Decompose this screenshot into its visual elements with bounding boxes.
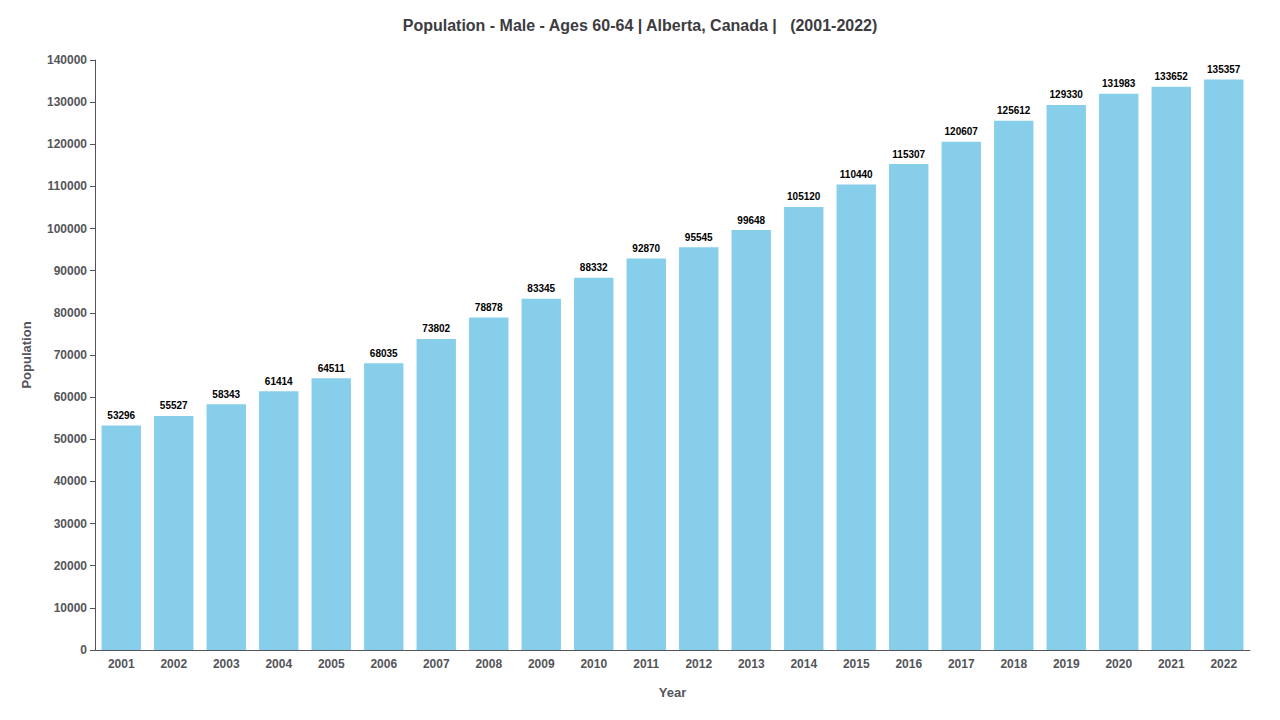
svg-text:2008: 2008: [475, 657, 502, 671]
svg-text:131983: 131983: [1102, 78, 1136, 89]
svg-text:2007: 2007: [423, 657, 450, 671]
svg-text:2006: 2006: [370, 657, 397, 671]
svg-text:2018: 2018: [1000, 657, 1027, 671]
svg-text:61414: 61414: [265, 376, 293, 387]
svg-text:90000: 90000: [54, 264, 88, 278]
svg-text:68035: 68035: [370, 348, 398, 359]
svg-text:115307: 115307: [892, 149, 925, 160]
svg-text:53296: 53296: [107, 410, 135, 421]
svg-text:2016: 2016: [895, 657, 922, 671]
svg-text:2001: 2001: [108, 657, 135, 671]
svg-text:2021: 2021: [1158, 657, 1185, 671]
svg-text:2005: 2005: [318, 657, 345, 671]
svg-text:2003: 2003: [213, 657, 240, 671]
svg-text:2020: 2020: [1105, 657, 1132, 671]
svg-text:60000: 60000: [54, 390, 88, 404]
svg-text:40000: 40000: [54, 474, 88, 488]
svg-text:120000: 120000: [47, 137, 87, 151]
svg-text:83345: 83345: [527, 283, 555, 294]
svg-text:50000: 50000: [54, 432, 88, 446]
svg-text:2014: 2014: [790, 657, 817, 671]
svg-text:2017: 2017: [948, 657, 975, 671]
svg-text:Population - Male - Ages 60-64: Population - Male - Ages 60-64 | Alberta…: [403, 17, 878, 34]
svg-text:133652: 133652: [1155, 71, 1189, 82]
svg-text:2015: 2015: [843, 657, 870, 671]
svg-text:80000: 80000: [54, 306, 88, 320]
svg-text:2012: 2012: [685, 657, 712, 671]
svg-text:129330: 129330: [1050, 89, 1084, 100]
svg-text:2013: 2013: [738, 657, 765, 671]
svg-text:125612: 125612: [997, 105, 1031, 116]
svg-text:130000: 130000: [47, 95, 87, 109]
svg-text:73802: 73802: [422, 323, 450, 334]
svg-text:92870: 92870: [632, 243, 660, 254]
svg-text:88332: 88332: [580, 262, 608, 273]
svg-text:2009: 2009: [528, 657, 555, 671]
svg-text:2019: 2019: [1053, 657, 1080, 671]
svg-text:2022: 2022: [1210, 657, 1237, 671]
svg-text:135357: 135357: [1207, 64, 1241, 75]
svg-text:Population: Population: [19, 321, 34, 388]
svg-text:2004: 2004: [265, 657, 292, 671]
svg-text:99648: 99648: [737, 215, 765, 226]
svg-text:Year: Year: [659, 685, 686, 700]
svg-text:58343: 58343: [212, 389, 240, 400]
svg-text:64511: 64511: [318, 363, 346, 374]
svg-text:10000: 10000: [54, 601, 88, 615]
svg-text:110440: 110440: [840, 169, 873, 180]
svg-text:105120: 105120: [787, 191, 821, 202]
svg-text:30000: 30000: [54, 517, 88, 531]
svg-text:2010: 2010: [580, 657, 607, 671]
svg-text:0: 0: [80, 643, 87, 657]
svg-text:100000: 100000: [47, 222, 87, 236]
svg-text:20000: 20000: [54, 559, 88, 573]
svg-text:2011: 2011: [633, 657, 659, 671]
svg-text:95545: 95545: [685, 232, 713, 243]
svg-text:2002: 2002: [160, 657, 187, 671]
svg-text:78878: 78878: [475, 302, 503, 313]
svg-text:140000: 140000: [47, 53, 87, 67]
svg-text:70000: 70000: [54, 348, 88, 362]
svg-text:110000: 110000: [48, 179, 88, 193]
svg-text:120607: 120607: [945, 126, 979, 137]
svg-text:55527: 55527: [160, 400, 188, 411]
